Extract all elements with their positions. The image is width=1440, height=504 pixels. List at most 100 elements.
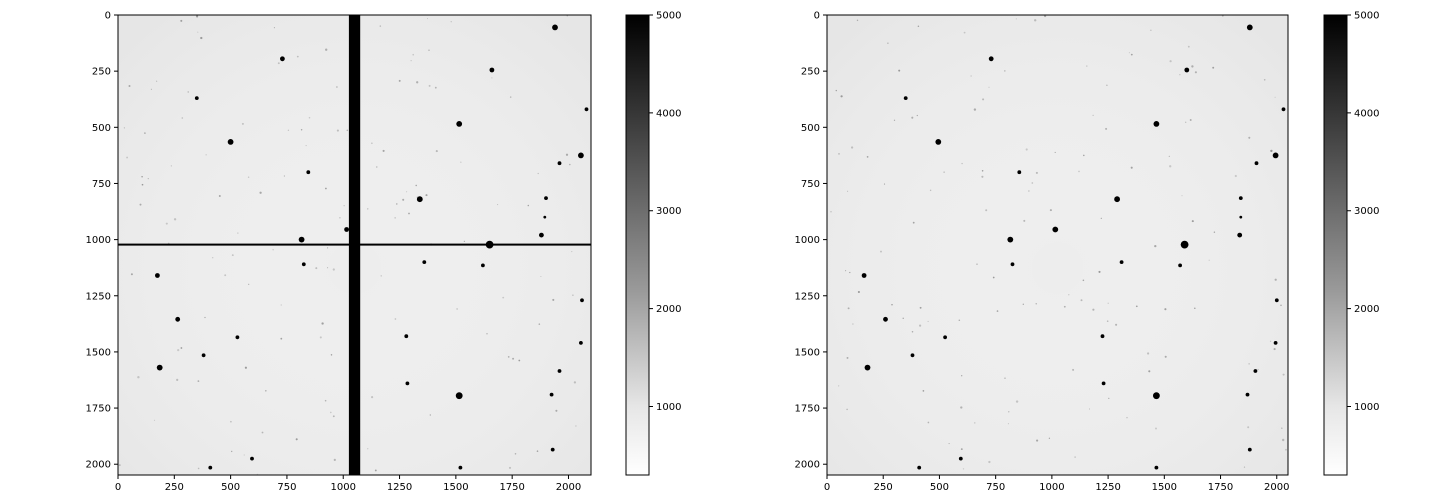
faint-source bbox=[367, 448, 369, 450]
star-source bbox=[544, 196, 548, 201]
faint-source bbox=[156, 80, 158, 82]
faint-source bbox=[346, 129, 349, 132]
faint-source bbox=[396, 203, 398, 205]
faint-source bbox=[1106, 320, 1109, 323]
x-tick-label: 1250 bbox=[1095, 482, 1120, 493]
faint-source bbox=[241, 122, 244, 125]
faint-source bbox=[988, 86, 990, 88]
faint-source bbox=[996, 310, 999, 312]
faint-source bbox=[507, 356, 510, 358]
faint-source bbox=[1282, 438, 1285, 442]
colorbar-tick-label: 5000 bbox=[656, 11, 681, 22]
faint-source bbox=[327, 247, 329, 249]
faint-source bbox=[1049, 209, 1052, 212]
colorbar-tick-label: 3000 bbox=[1354, 206, 1379, 217]
faint-source bbox=[283, 175, 285, 177]
star-source bbox=[1100, 334, 1105, 339]
faint-source bbox=[248, 283, 250, 285]
y-tick-label: 1250 bbox=[86, 291, 111, 302]
faint-source bbox=[261, 431, 264, 434]
star-source bbox=[958, 456, 963, 461]
faint-source bbox=[961, 375, 963, 377]
faint-source bbox=[1108, 397, 1110, 400]
faint-source bbox=[1248, 136, 1251, 139]
faint-source bbox=[846, 356, 849, 359]
star-source bbox=[861, 273, 867, 278]
faint-source bbox=[575, 425, 577, 427]
faint-source bbox=[1147, 352, 1150, 355]
faint-source bbox=[181, 117, 184, 119]
faint-source bbox=[1068, 294, 1070, 296]
star-source bbox=[1239, 215, 1243, 219]
faint-source bbox=[846, 408, 848, 411]
star-source bbox=[298, 236, 305, 243]
faint-source bbox=[1015, 400, 1019, 403]
faint-source bbox=[1168, 155, 1170, 157]
faint-source bbox=[1274, 278, 1277, 281]
faint-source bbox=[992, 276, 995, 279]
faint-source bbox=[830, 210, 832, 213]
y-tick-label: 0 bbox=[105, 11, 111, 22]
x-tick-label: 2000 bbox=[556, 482, 581, 493]
star-source bbox=[1119, 260, 1124, 264]
x-tick-label: 500 bbox=[930, 482, 949, 493]
faint-source bbox=[943, 171, 945, 173]
faint-source bbox=[1004, 70, 1006, 72]
colorbar-tick-label: 4000 bbox=[1354, 108, 1379, 119]
faint-source bbox=[1263, 78, 1266, 81]
faint-source bbox=[898, 69, 901, 72]
faint-source bbox=[450, 21, 452, 23]
faint-source bbox=[1036, 439, 1039, 442]
faint-source bbox=[336, 129, 339, 132]
faint-source bbox=[1212, 66, 1215, 69]
faint-source bbox=[1169, 165, 1172, 168]
faint-source bbox=[376, 166, 378, 168]
faint-source bbox=[402, 198, 405, 201]
faint-source bbox=[243, 454, 245, 456]
faint-source bbox=[1164, 308, 1167, 311]
faint-source bbox=[1154, 244, 1157, 248]
faint-source bbox=[177, 349, 180, 352]
faint-source bbox=[961, 162, 963, 165]
faint-source bbox=[1074, 456, 1076, 458]
faint-source bbox=[380, 275, 382, 277]
faint-source bbox=[973, 108, 977, 111]
faint-source bbox=[565, 153, 569, 156]
x-tick-label: 750 bbox=[277, 482, 296, 493]
y-tick-label: 250 bbox=[92, 67, 111, 78]
left-image-panel: 0 250 500 750 1000 1250 1500 1750 2000 0 250 500 750… bbox=[86, 11, 682, 494]
faint-source bbox=[425, 194, 428, 197]
faint-source bbox=[572, 294, 574, 296]
faint-source bbox=[343, 205, 345, 207]
faint-source bbox=[1078, 170, 1080, 173]
faint-source bbox=[845, 270, 847, 272]
faint-source bbox=[538, 323, 541, 325]
faint-source bbox=[231, 450, 233, 453]
star-source bbox=[578, 152, 584, 159]
faint-source bbox=[231, 254, 234, 256]
faint-source bbox=[976, 263, 978, 266]
colorbar bbox=[1323, 14, 1348, 476]
faint-source bbox=[981, 170, 984, 172]
faint-source bbox=[840, 95, 843, 98]
faint-source bbox=[128, 85, 131, 87]
faint-source bbox=[280, 337, 283, 340]
faint-source bbox=[463, 240, 466, 243]
colorbar-tick-label: 1000 bbox=[656, 402, 681, 413]
star-source bbox=[416, 196, 423, 203]
faint-source bbox=[1126, 416, 1128, 419]
image-vignette bbox=[827, 15, 1288, 475]
faint-source bbox=[1269, 340, 1272, 342]
faint-source bbox=[849, 271, 851, 274]
faint-source bbox=[170, 165, 172, 167]
faint-source bbox=[1025, 148, 1028, 151]
x-tick-label: 1000 bbox=[331, 482, 356, 493]
faint-source bbox=[123, 127, 125, 129]
faint-source bbox=[200, 36, 203, 40]
faint-source bbox=[296, 55, 299, 58]
faint-source bbox=[429, 414, 431, 416]
star-source bbox=[580, 298, 584, 303]
faint-source bbox=[1181, 195, 1183, 197]
x-tick-label: 1250 bbox=[387, 482, 412, 493]
y-tick-label: 500 bbox=[801, 123, 820, 134]
